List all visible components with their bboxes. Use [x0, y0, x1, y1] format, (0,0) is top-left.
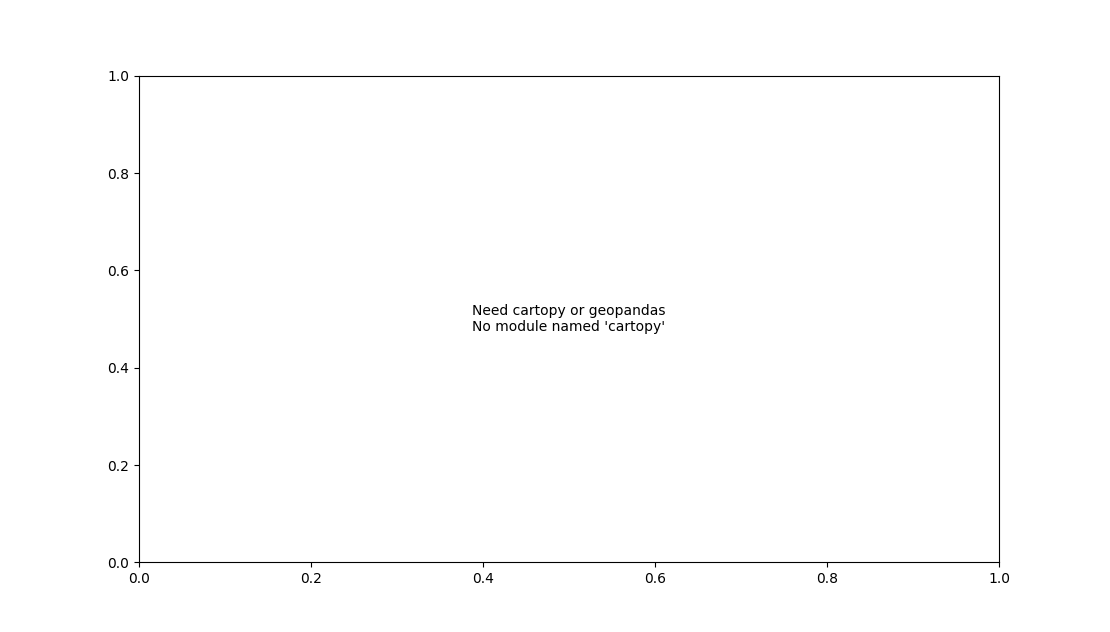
Text: Need cartopy or geopandas
No module named 'cartopy': Need cartopy or geopandas No module name…: [472, 304, 666, 334]
